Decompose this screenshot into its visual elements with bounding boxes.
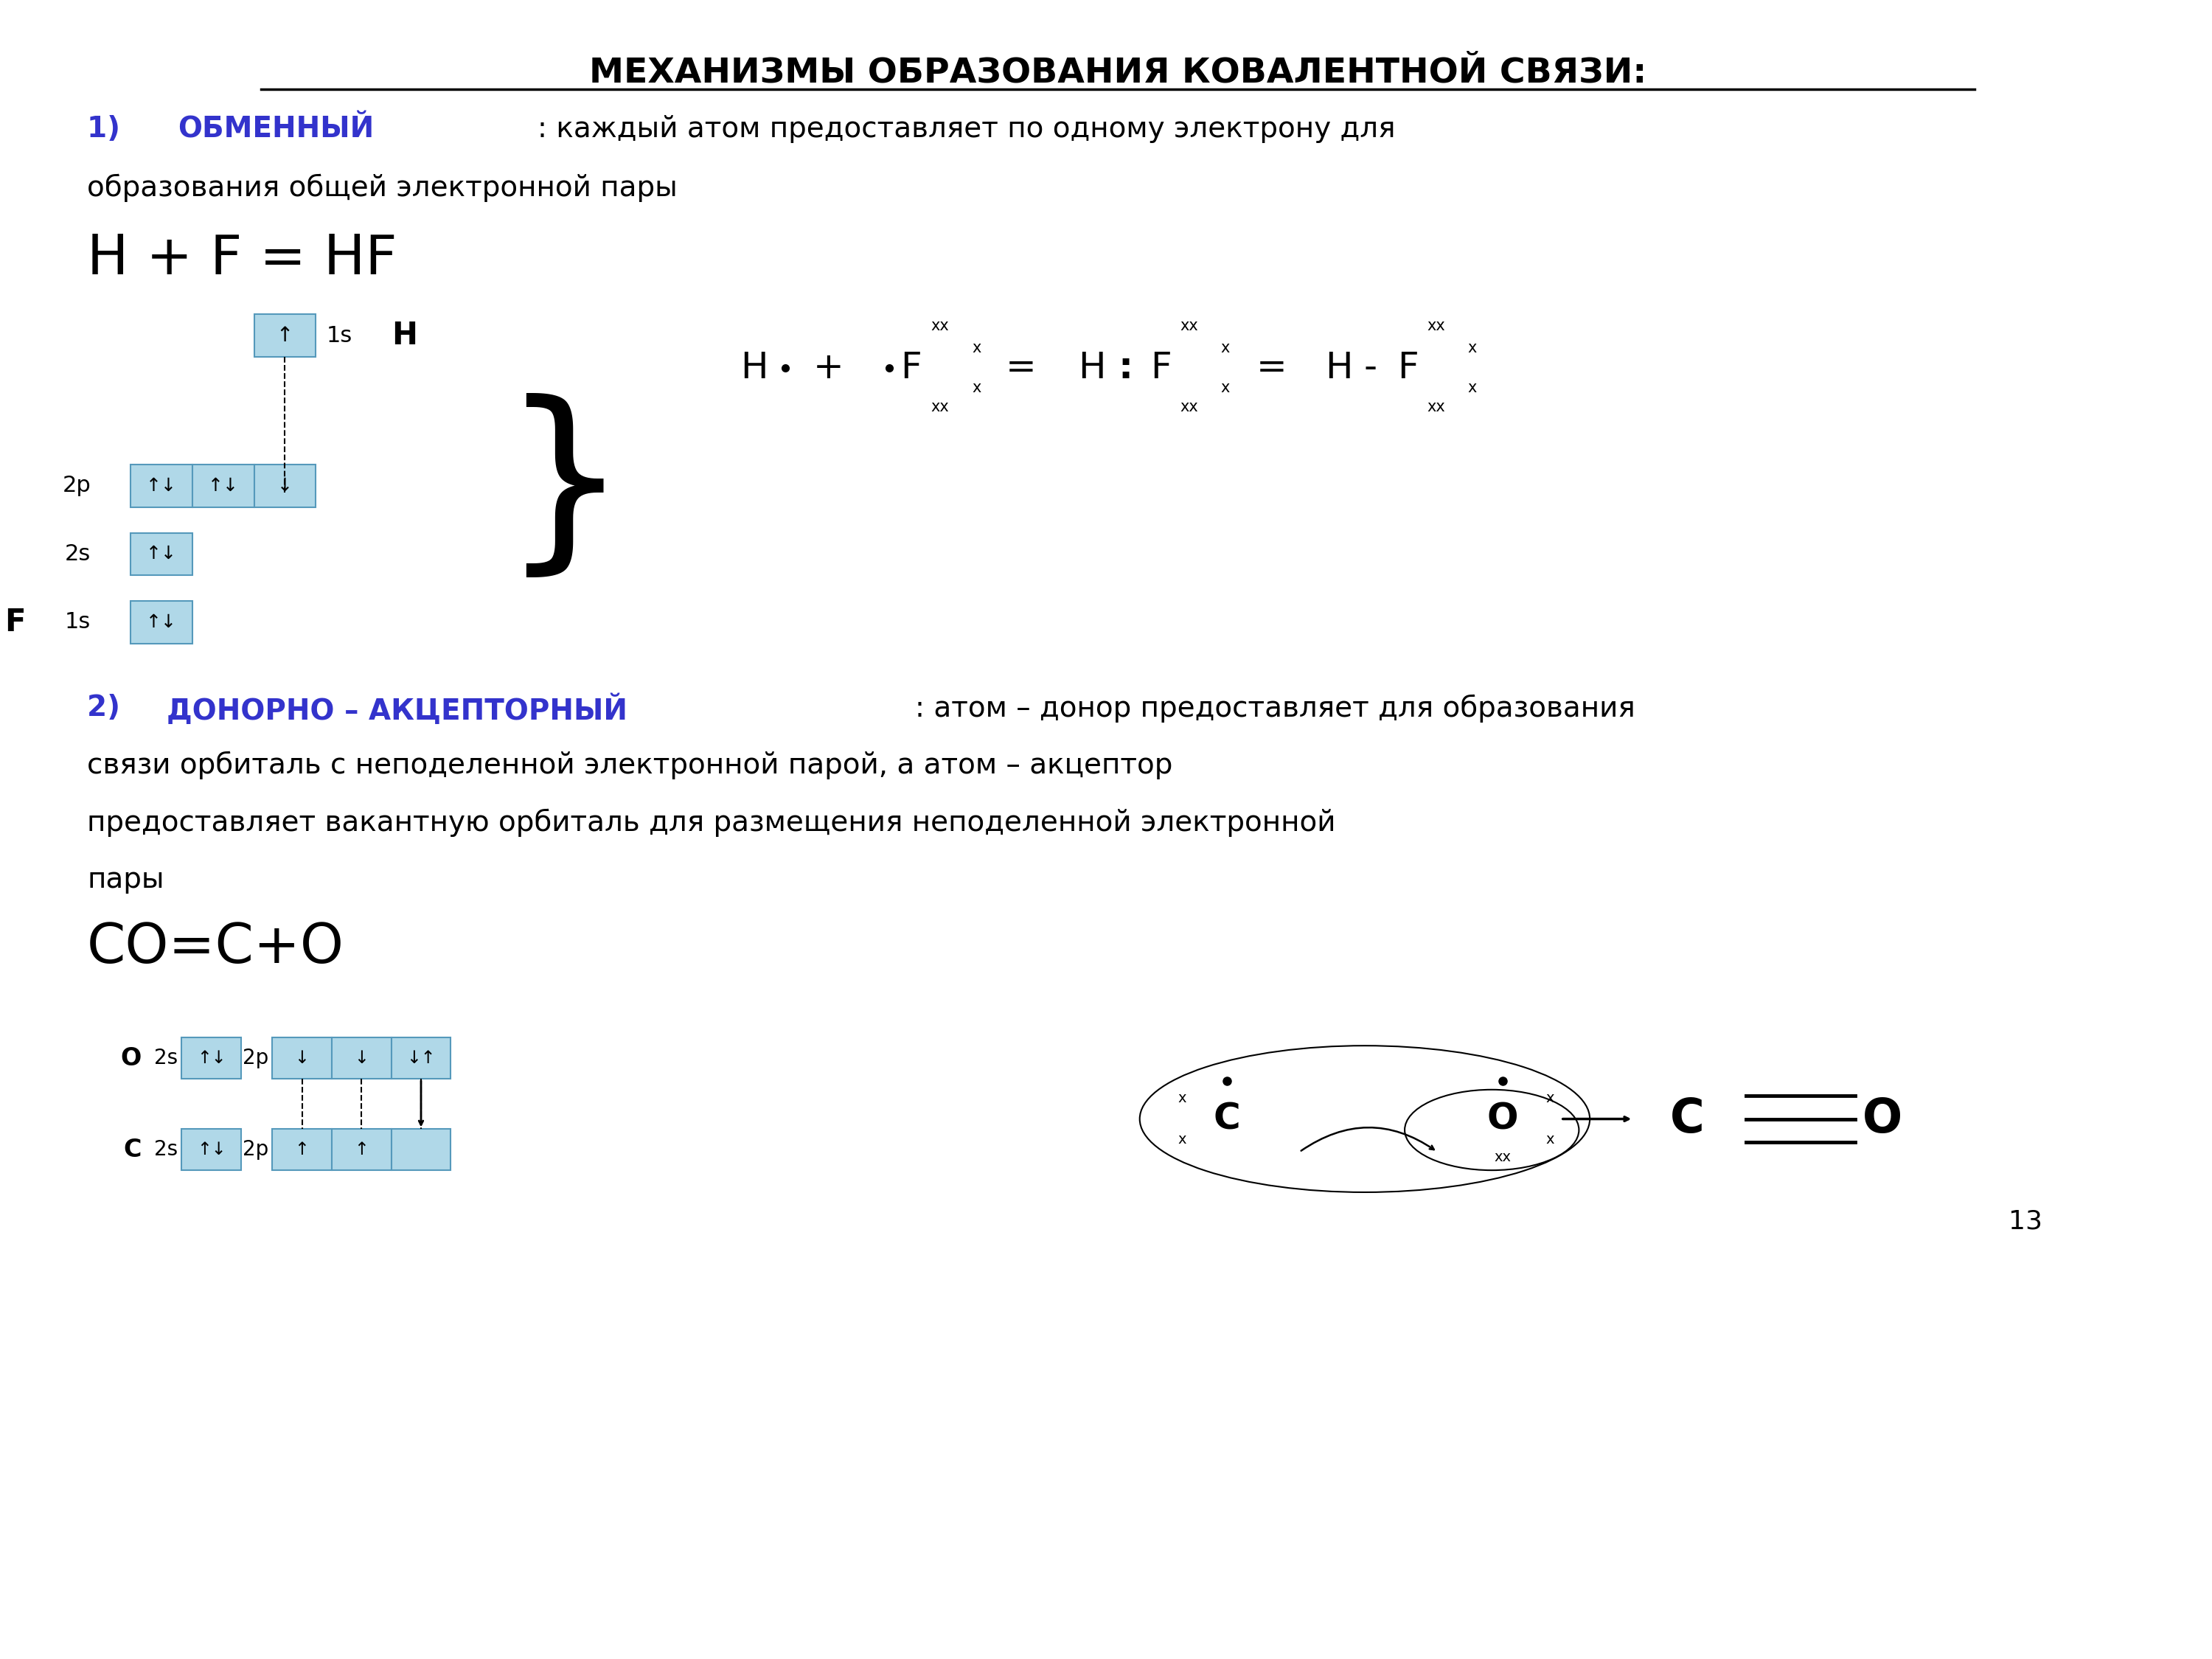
Text: F: F bbox=[1398, 350, 1418, 385]
Text: ДОНОРНО – АКЦЕПТОРНЫЙ: ДОНОРНО – АКЦЕПТОРНЫЙ bbox=[166, 693, 628, 725]
Text: C: C bbox=[1212, 1102, 1241, 1136]
Text: CO=C+O: CO=C+O bbox=[86, 921, 345, 975]
Text: x: x bbox=[971, 340, 980, 355]
Text: H + F = HF: H + F = HF bbox=[86, 232, 398, 285]
Text: x: x bbox=[1467, 380, 1478, 395]
Text: ОБМЕННЫЙ: ОБМЕННЫЙ bbox=[177, 114, 374, 143]
Text: =: = bbox=[1006, 350, 1035, 385]
Text: ↑: ↑ bbox=[276, 325, 294, 347]
Text: связи орбиталь с неподеленной электронной парой, а атом – акцептор: связи орбиталь с неподеленной электронно… bbox=[86, 752, 1172, 780]
Text: xx: xx bbox=[1495, 1150, 1511, 1165]
FancyBboxPatch shape bbox=[392, 1130, 451, 1170]
Text: xx: xx bbox=[931, 400, 949, 415]
Text: xx: xx bbox=[1179, 319, 1199, 333]
Text: ↑↓: ↑↓ bbox=[197, 1141, 226, 1158]
Text: пары: пары bbox=[86, 866, 164, 894]
Text: 2s: 2s bbox=[155, 1140, 177, 1160]
Text: 2s: 2s bbox=[64, 542, 91, 564]
Text: x: x bbox=[1221, 380, 1230, 395]
FancyBboxPatch shape bbox=[332, 1130, 392, 1170]
Text: :: : bbox=[1117, 350, 1133, 385]
Text: : атом – донор предоставляет для образования: : атом – донор предоставляет для образов… bbox=[916, 693, 1635, 722]
Text: ↓↑: ↓↑ bbox=[407, 1048, 436, 1067]
Text: 2s: 2s bbox=[155, 1048, 177, 1068]
Text: O: O bbox=[122, 1045, 142, 1070]
Text: 2p: 2p bbox=[243, 1048, 268, 1068]
Text: предоставляет вакантную орбиталь для размещения неподеленной электронной: предоставляет вакантную орбиталь для раз… bbox=[86, 808, 1336, 836]
Text: 2): 2) bbox=[86, 693, 131, 722]
Text: : каждый атом предоставляет по одному электрону для: : каждый атом предоставляет по одному эл… bbox=[538, 114, 1396, 143]
Text: ↑↓: ↑↓ bbox=[146, 614, 177, 630]
Text: F: F bbox=[1150, 350, 1172, 385]
FancyBboxPatch shape bbox=[254, 465, 316, 508]
Text: xx: xx bbox=[1427, 319, 1444, 333]
Text: ↑: ↑ bbox=[294, 1141, 310, 1158]
FancyBboxPatch shape bbox=[181, 1130, 241, 1170]
Text: x: x bbox=[1177, 1092, 1186, 1105]
Text: 2p: 2p bbox=[243, 1140, 268, 1160]
Text: 1): 1) bbox=[86, 114, 139, 143]
Text: МЕХАНИЗМЫ ОБРАЗОВАНИЯ КОВАЛЕНТНОЙ СВЯЗИ:: МЕХАНИЗМЫ ОБРАЗОВАНИЯ КОВАЛЕНТНОЙ СВЯЗИ: bbox=[588, 56, 1646, 90]
Text: ↓: ↓ bbox=[354, 1048, 369, 1067]
Text: }: } bbox=[500, 393, 628, 586]
Text: x: x bbox=[1546, 1133, 1555, 1146]
Text: F: F bbox=[4, 607, 24, 637]
FancyBboxPatch shape bbox=[272, 1037, 332, 1078]
Text: xx: xx bbox=[1179, 400, 1199, 415]
Text: 1s: 1s bbox=[327, 325, 352, 347]
FancyBboxPatch shape bbox=[392, 1037, 451, 1078]
Text: ↑↓: ↑↓ bbox=[208, 478, 239, 494]
Text: ↑: ↑ bbox=[354, 1141, 369, 1158]
Text: H: H bbox=[1077, 350, 1106, 385]
Text: 13: 13 bbox=[2008, 1209, 2042, 1234]
Text: ↑↓: ↑↓ bbox=[146, 546, 177, 562]
Text: ↑↓: ↑↓ bbox=[146, 478, 177, 494]
Text: x: x bbox=[1546, 1092, 1555, 1105]
Text: x: x bbox=[1221, 340, 1230, 355]
Text: x: x bbox=[1177, 1133, 1186, 1146]
Text: xx: xx bbox=[931, 319, 949, 333]
Text: образования общей электронной пары: образования общей электронной пары bbox=[86, 174, 677, 202]
Text: =: = bbox=[1256, 350, 1287, 385]
FancyBboxPatch shape bbox=[181, 1037, 241, 1078]
Text: O: O bbox=[1863, 1097, 1902, 1141]
Text: ↑↓: ↑↓ bbox=[197, 1048, 226, 1067]
Text: C: C bbox=[1670, 1097, 1703, 1141]
Text: F: F bbox=[900, 350, 922, 385]
FancyBboxPatch shape bbox=[192, 465, 254, 508]
Text: x: x bbox=[971, 380, 980, 395]
Text: 2p: 2p bbox=[62, 474, 91, 496]
Text: x: x bbox=[1467, 340, 1478, 355]
Text: H: H bbox=[1325, 350, 1352, 385]
Text: ↓: ↓ bbox=[276, 478, 292, 494]
FancyBboxPatch shape bbox=[254, 314, 316, 357]
FancyBboxPatch shape bbox=[272, 1130, 332, 1170]
Text: O: O bbox=[1486, 1102, 1517, 1136]
Text: C: C bbox=[124, 1138, 142, 1161]
Text: xx: xx bbox=[1427, 400, 1444, 415]
FancyBboxPatch shape bbox=[131, 465, 192, 508]
Text: -: - bbox=[1365, 350, 1378, 385]
Text: ↓: ↓ bbox=[294, 1048, 310, 1067]
FancyBboxPatch shape bbox=[131, 601, 192, 644]
Text: +: + bbox=[814, 350, 843, 385]
FancyBboxPatch shape bbox=[332, 1037, 392, 1078]
FancyBboxPatch shape bbox=[131, 533, 192, 576]
Text: H: H bbox=[392, 320, 418, 352]
Text: 1s: 1s bbox=[64, 612, 91, 632]
Text: H: H bbox=[741, 350, 768, 385]
